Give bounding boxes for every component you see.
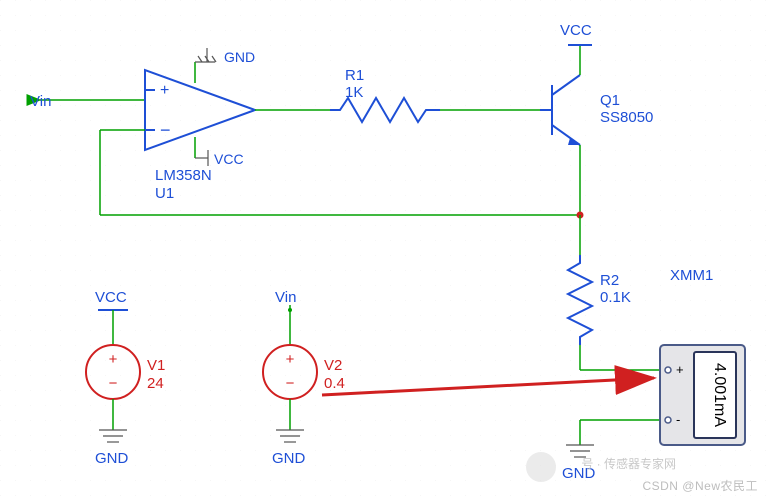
r2-name: R2: [600, 272, 619, 289]
v2-name: V2: [324, 357, 342, 374]
v2-value: 0.4: [324, 375, 345, 392]
svg-text:-: -: [676, 412, 680, 427]
q1-vcc-label: VCC: [560, 22, 592, 39]
watermark-csdn: CSDN @New农民工: [642, 477, 758, 494]
opamp-part-label: LM358N: [155, 167, 212, 184]
v2-gnd-label: GND: [272, 450, 306, 467]
v2-net: Vin: [275, 289, 296, 306]
watermark-secondary: 号 · 传感器专家网: [581, 455, 676, 472]
svg-text:+: +: [676, 362, 684, 377]
svg-text:−: −: [286, 375, 295, 392]
q1-value: SS8050: [600, 109, 653, 126]
v1-value: 24: [147, 375, 164, 392]
v1-gnd-label: GND: [95, 450, 129, 467]
r1-value: 1K: [345, 84, 363, 101]
svg-text:+: +: [109, 351, 118, 368]
svg-text:+: +: [160, 82, 169, 99]
svg-text:−: −: [160, 120, 171, 140]
meter-name: XMM1: [670, 267, 713, 284]
opamp-vcc-label: VCC: [214, 151, 244, 167]
r2-value: 0.1K: [600, 289, 631, 306]
r1-name: R1: [345, 67, 364, 84]
watermark-circle: [526, 452, 556, 482]
svg-text:−: −: [109, 375, 118, 392]
opamp-gnd-label: GND: [224, 49, 255, 65]
v1-name: V1: [147, 357, 165, 374]
q1-name: Q1: [600, 92, 620, 109]
meter-reading: 4.001mA: [711, 363, 728, 427]
v1-net: VCC: [95, 289, 127, 306]
opamp-ref-label: U1: [155, 185, 174, 202]
svg-text:+: +: [286, 351, 295, 368]
vin-label: Vin: [30, 93, 51, 110]
